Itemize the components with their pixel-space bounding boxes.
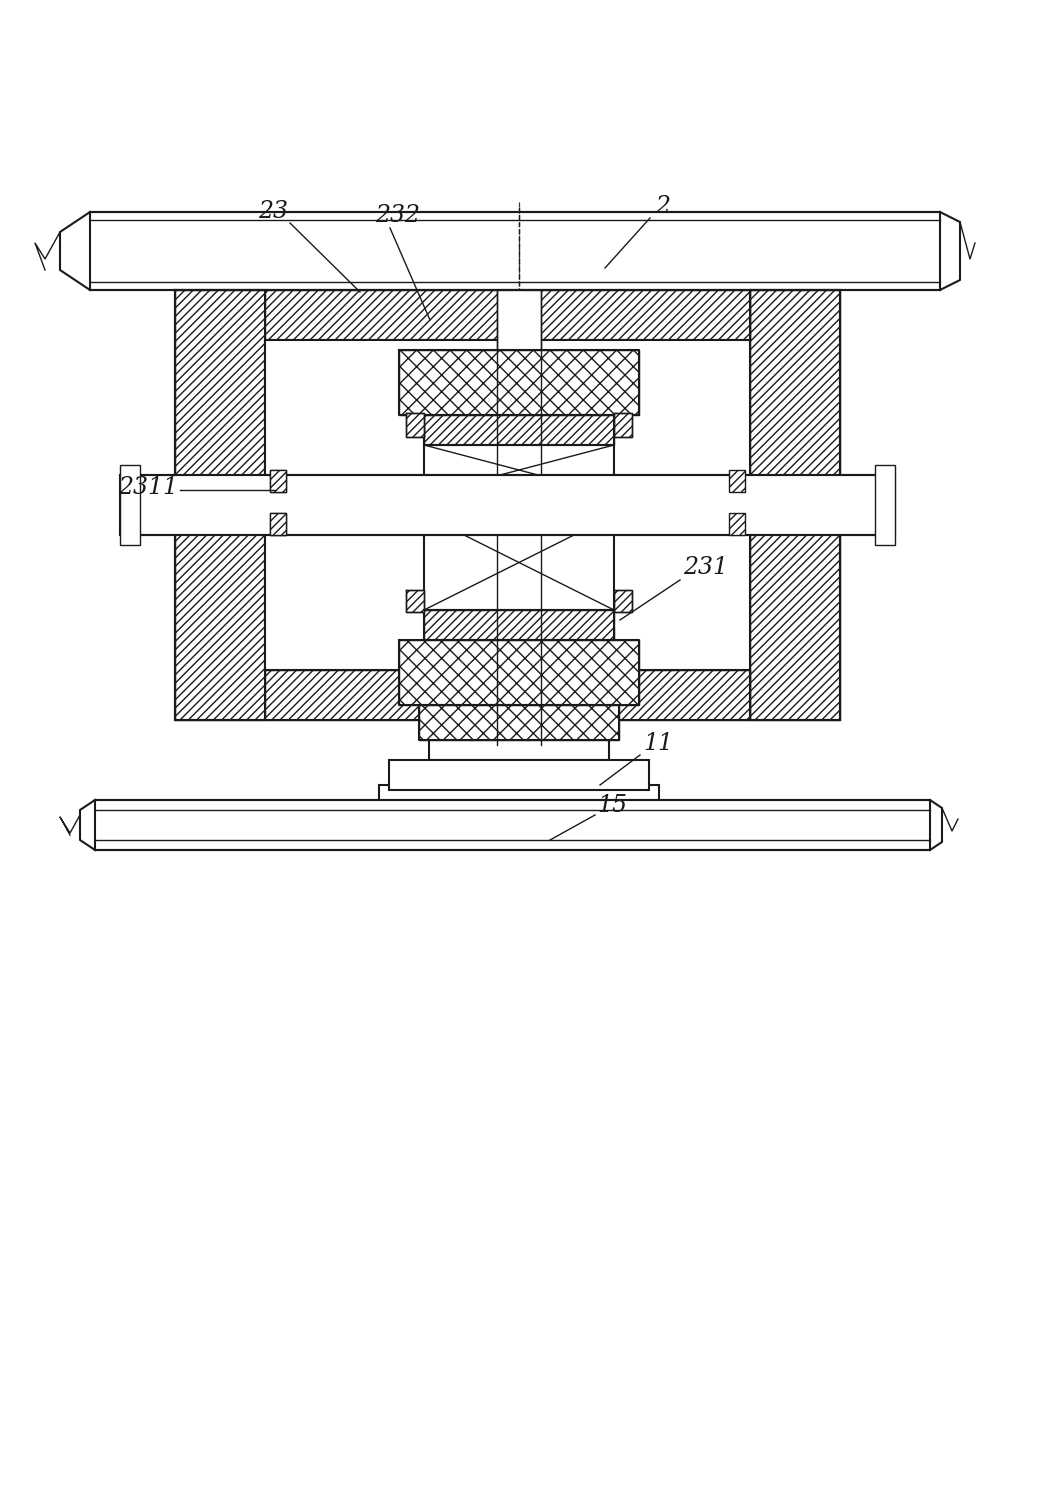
Bar: [429, 720, 609, 760]
Polygon shape: [406, 590, 424, 612]
Text: 2: 2: [655, 196, 670, 218]
Polygon shape: [875, 465, 895, 544]
Bar: [95, 800, 930, 850]
Polygon shape: [270, 469, 286, 492]
Polygon shape: [750, 290, 840, 720]
Polygon shape: [424, 611, 614, 641]
Polygon shape: [406, 414, 424, 438]
Bar: [270, 469, 286, 492]
Polygon shape: [729, 469, 745, 492]
Polygon shape: [419, 705, 619, 740]
Bar: [497, 290, 541, 744]
Bar: [379, 785, 659, 805]
Polygon shape: [424, 514, 614, 611]
Polygon shape: [424, 445, 614, 495]
Polygon shape: [120, 465, 140, 544]
Polygon shape: [614, 414, 632, 438]
Polygon shape: [175, 290, 265, 720]
Text: 232: 232: [375, 205, 420, 227]
Text: 11: 11: [643, 732, 673, 755]
Polygon shape: [265, 290, 750, 340]
Polygon shape: [265, 669, 750, 720]
Text: 15: 15: [597, 794, 627, 817]
Bar: [265, 340, 750, 669]
Polygon shape: [120, 475, 895, 535]
Bar: [270, 513, 286, 535]
Text: 23: 23: [258, 200, 288, 223]
Text: 231: 231: [683, 556, 728, 579]
Bar: [389, 760, 649, 790]
Polygon shape: [399, 641, 639, 705]
Polygon shape: [729, 513, 745, 535]
Bar: [90, 212, 940, 290]
Polygon shape: [614, 590, 632, 612]
Text: 2311: 2311: [118, 475, 177, 499]
Polygon shape: [270, 513, 286, 535]
Polygon shape: [424, 415, 614, 445]
Polygon shape: [399, 350, 639, 415]
